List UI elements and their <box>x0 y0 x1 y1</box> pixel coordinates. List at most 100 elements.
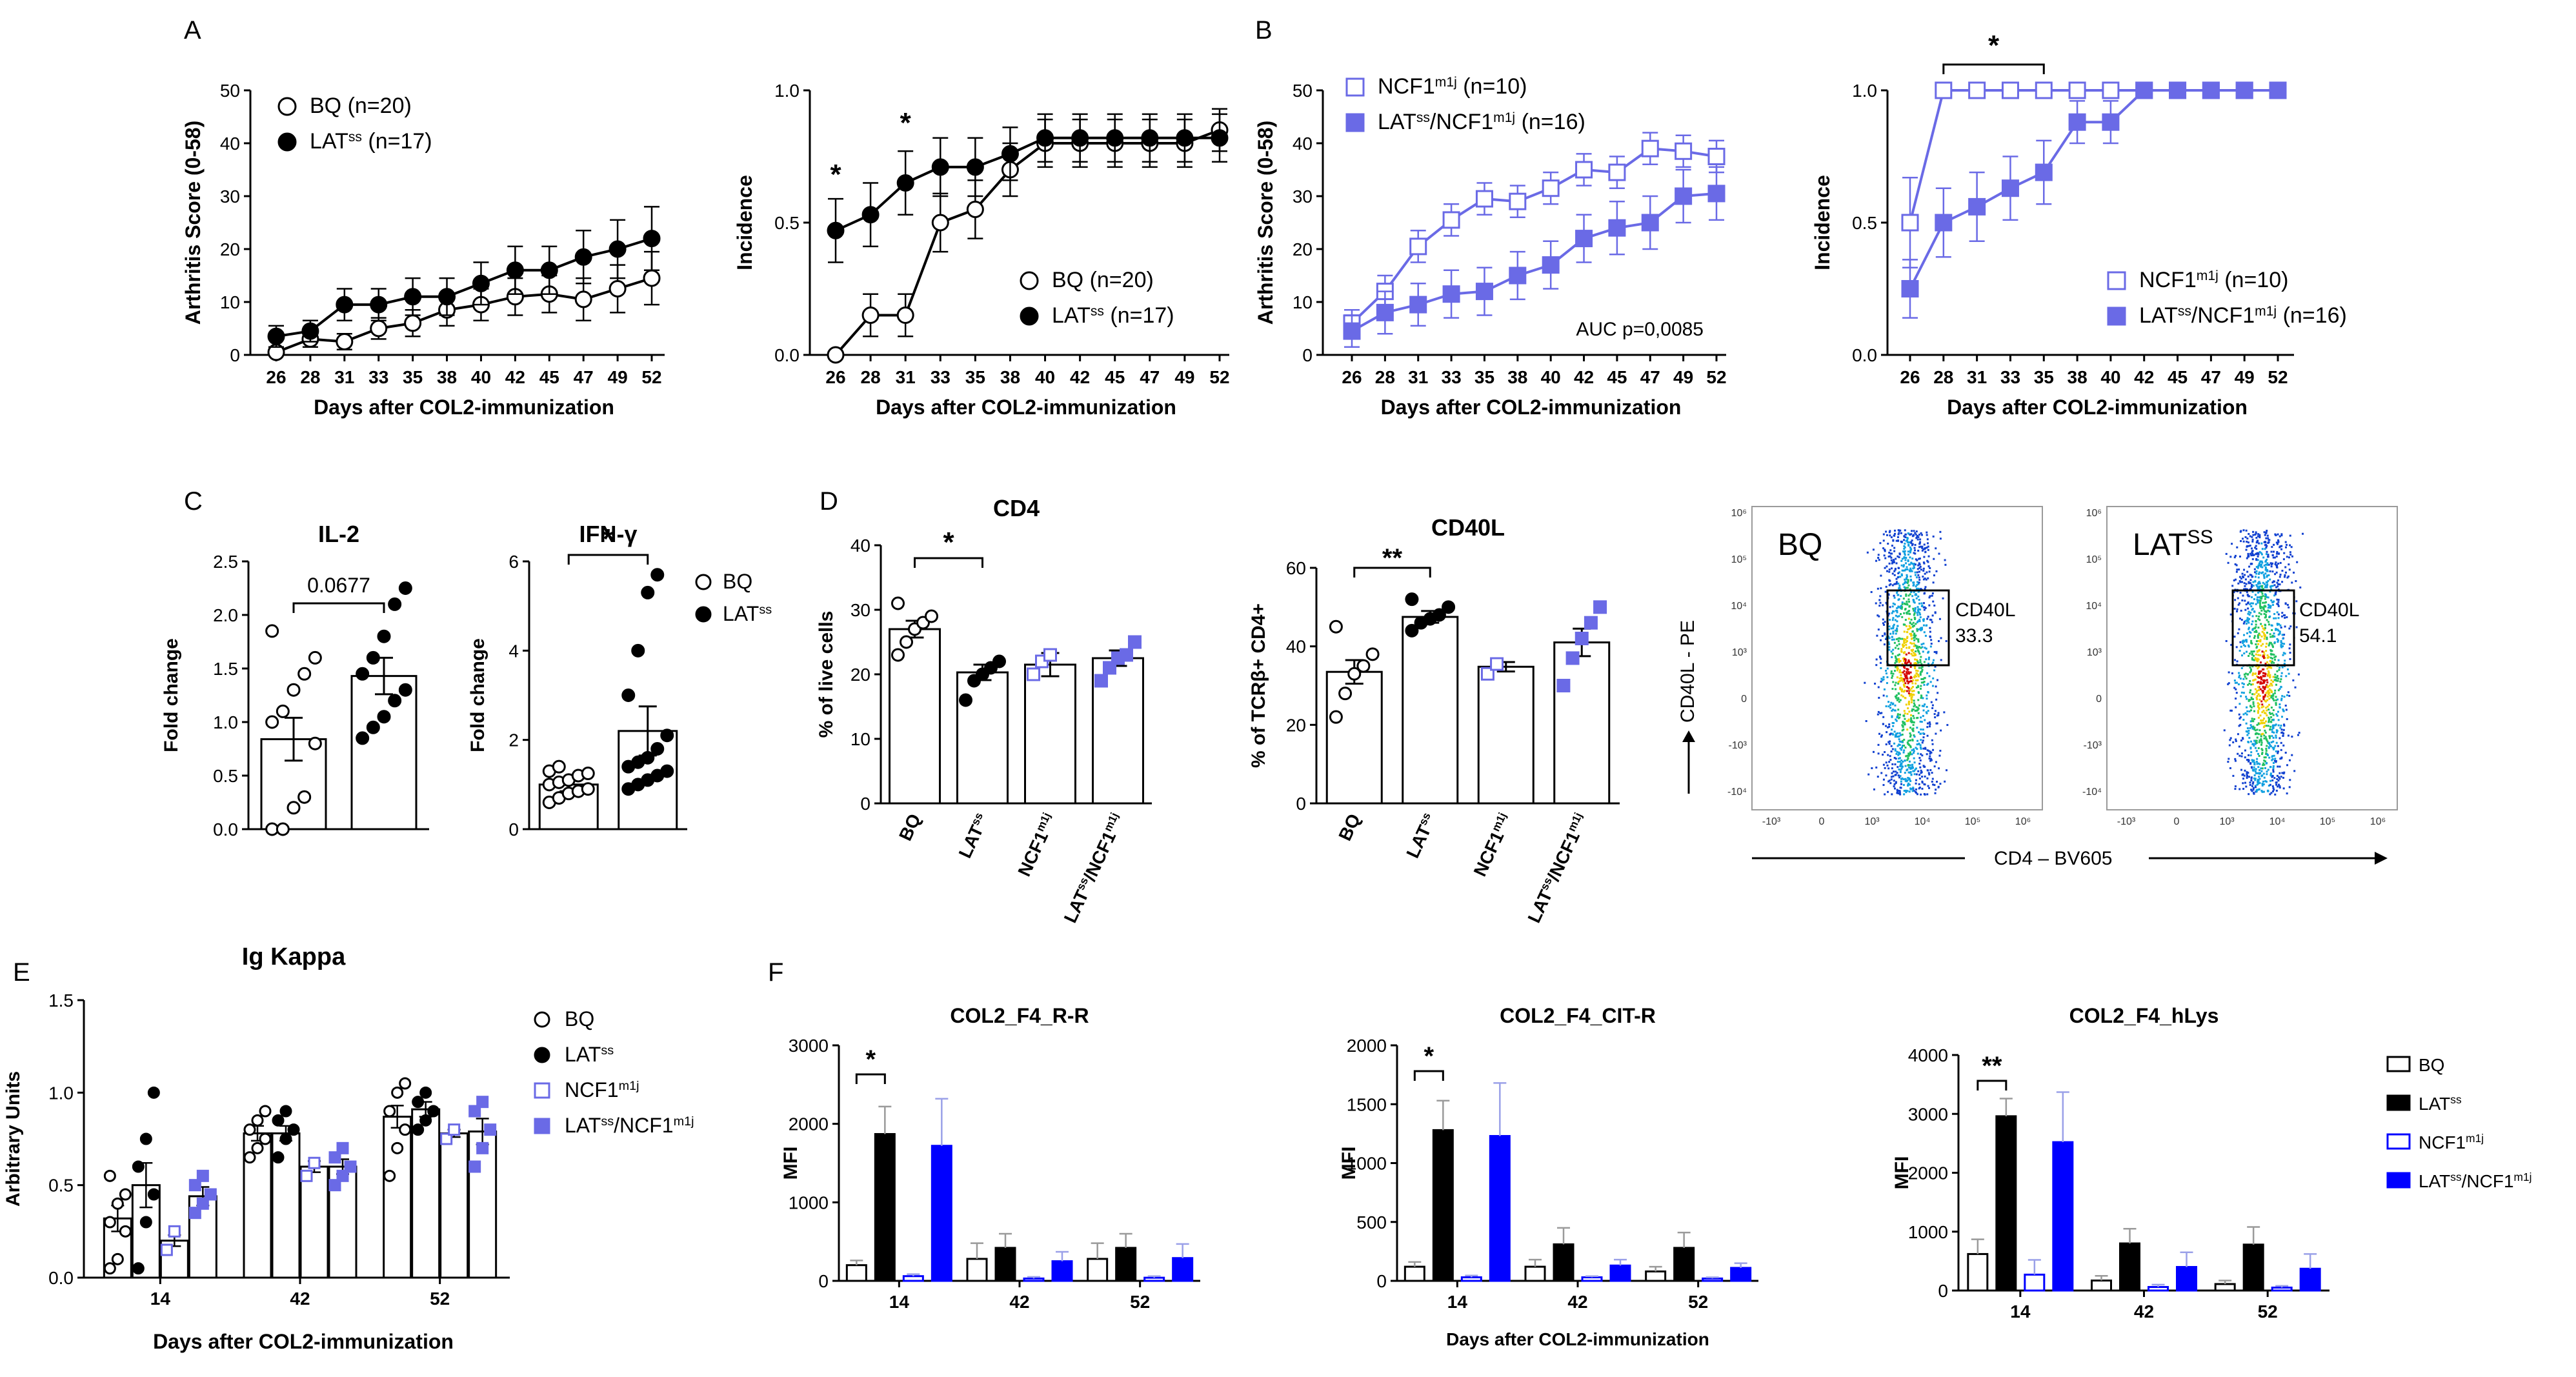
density-dot <box>1913 599 1915 601</box>
density-dot <box>1906 541 1909 543</box>
density-dot <box>1899 659 1902 662</box>
density-dot <box>1887 767 1890 770</box>
density-dot <box>2244 588 2247 590</box>
density-dot <box>2263 756 2266 759</box>
density-dot <box>1888 619 1891 621</box>
density-dot <box>1882 539 1885 542</box>
density-dot <box>2254 594 2257 596</box>
density-dot <box>1913 636 1916 638</box>
density-dot <box>1895 719 1898 722</box>
density-dot <box>2282 558 2285 561</box>
density-dot <box>1884 557 1887 559</box>
density-dot <box>2265 537 2268 539</box>
legend-label: BQ <box>723 570 752 593</box>
density-dot <box>1898 752 1901 755</box>
density-dot <box>2255 768 2257 770</box>
density-dot <box>1890 776 1893 778</box>
density-dot <box>1895 609 1897 612</box>
density-dot <box>2234 681 2237 684</box>
density-dot <box>1900 749 1903 751</box>
density-dot <box>2273 731 2275 734</box>
density-dot <box>2234 578 2237 581</box>
density-dot <box>1885 672 1887 675</box>
density-dot <box>1884 632 1886 635</box>
density-dot <box>2246 538 2249 540</box>
density-dot <box>2240 609 2242 612</box>
density-dot <box>2254 785 2257 787</box>
density-dot <box>1902 729 1905 731</box>
y-tick-label: 0 <box>230 345 240 365</box>
density-dot <box>2260 719 2262 722</box>
significance-star: * <box>1424 1042 1434 1070</box>
density-dot <box>2227 683 2229 685</box>
individual-point <box>297 790 312 804</box>
density-dot <box>1875 766 1878 769</box>
data-point <box>404 288 422 306</box>
x-tick-label: 26 <box>1900 367 1920 387</box>
density-dot <box>1906 612 1908 615</box>
density-dot <box>1915 623 1917 625</box>
density-dot <box>2286 603 2289 606</box>
density-dot <box>1895 782 1897 785</box>
density-dot <box>2259 698 2261 701</box>
density-dot <box>2288 672 2290 675</box>
density-dot <box>2269 735 2271 738</box>
density-dot <box>1900 734 1902 736</box>
significance-star: * <box>943 527 954 558</box>
density-dot <box>1905 557 1907 559</box>
density-dot <box>2286 668 2289 670</box>
density-dot <box>2255 732 2257 735</box>
density-dot <box>2259 661 2262 664</box>
individual-point <box>641 750 655 765</box>
density-dot <box>2242 683 2245 685</box>
density-dot <box>1909 563 1911 566</box>
density-dot <box>2253 739 2256 742</box>
individual-point <box>581 782 595 796</box>
density-dot <box>2260 645 2262 647</box>
density-dot <box>1885 725 1887 727</box>
density-dot <box>2279 576 2281 578</box>
density-dot <box>2227 761 2229 763</box>
density-dot <box>1926 618 1929 620</box>
density-dot <box>2272 761 2275 764</box>
density-dot <box>1882 533 1885 536</box>
density-dot <box>1935 650 1938 653</box>
density-dot <box>1905 791 1907 794</box>
density-dot <box>2265 584 2268 587</box>
density-dot <box>2251 683 2254 686</box>
density-dot <box>1929 755 1931 758</box>
density-dot <box>2260 681 2262 683</box>
legend-marker <box>534 1082 550 1099</box>
y-axis-title: MFI <box>780 1147 801 1180</box>
density-dot <box>1889 606 1891 608</box>
individual-point <box>308 1156 321 1169</box>
x-tick-label: 31 <box>1967 367 1987 387</box>
significance-bracket <box>292 602 385 613</box>
density-dot <box>2256 585 2259 588</box>
density-dot <box>1918 743 1920 745</box>
flow-x-axis-label: CD4 – BV605 <box>1994 848 2112 869</box>
density-dot <box>1924 572 1926 575</box>
density-dot <box>1913 662 1916 665</box>
density-dot <box>1890 745 1893 747</box>
density-dot <box>2275 564 2278 567</box>
density-dot <box>2260 767 2262 770</box>
density-dot <box>2283 696 2286 698</box>
individual-point <box>243 1123 256 1136</box>
density-dot <box>2268 785 2270 787</box>
density-dot <box>1897 732 1899 734</box>
density-dot <box>1917 620 1920 623</box>
data-point <box>574 248 592 266</box>
density-dot <box>1897 745 1899 747</box>
density-dot <box>2271 628 2273 631</box>
density-dot <box>1910 634 1913 637</box>
density-dot <box>2259 550 2261 553</box>
bar <box>299 1165 329 1279</box>
density-dot <box>1899 576 1902 578</box>
density-dot <box>1882 547 1885 550</box>
density-dot <box>2288 786 2291 789</box>
density-dot <box>1903 535 1906 538</box>
density-dot <box>1910 618 1913 621</box>
density-dot <box>1937 714 1940 716</box>
individual-point <box>1593 600 1607 614</box>
